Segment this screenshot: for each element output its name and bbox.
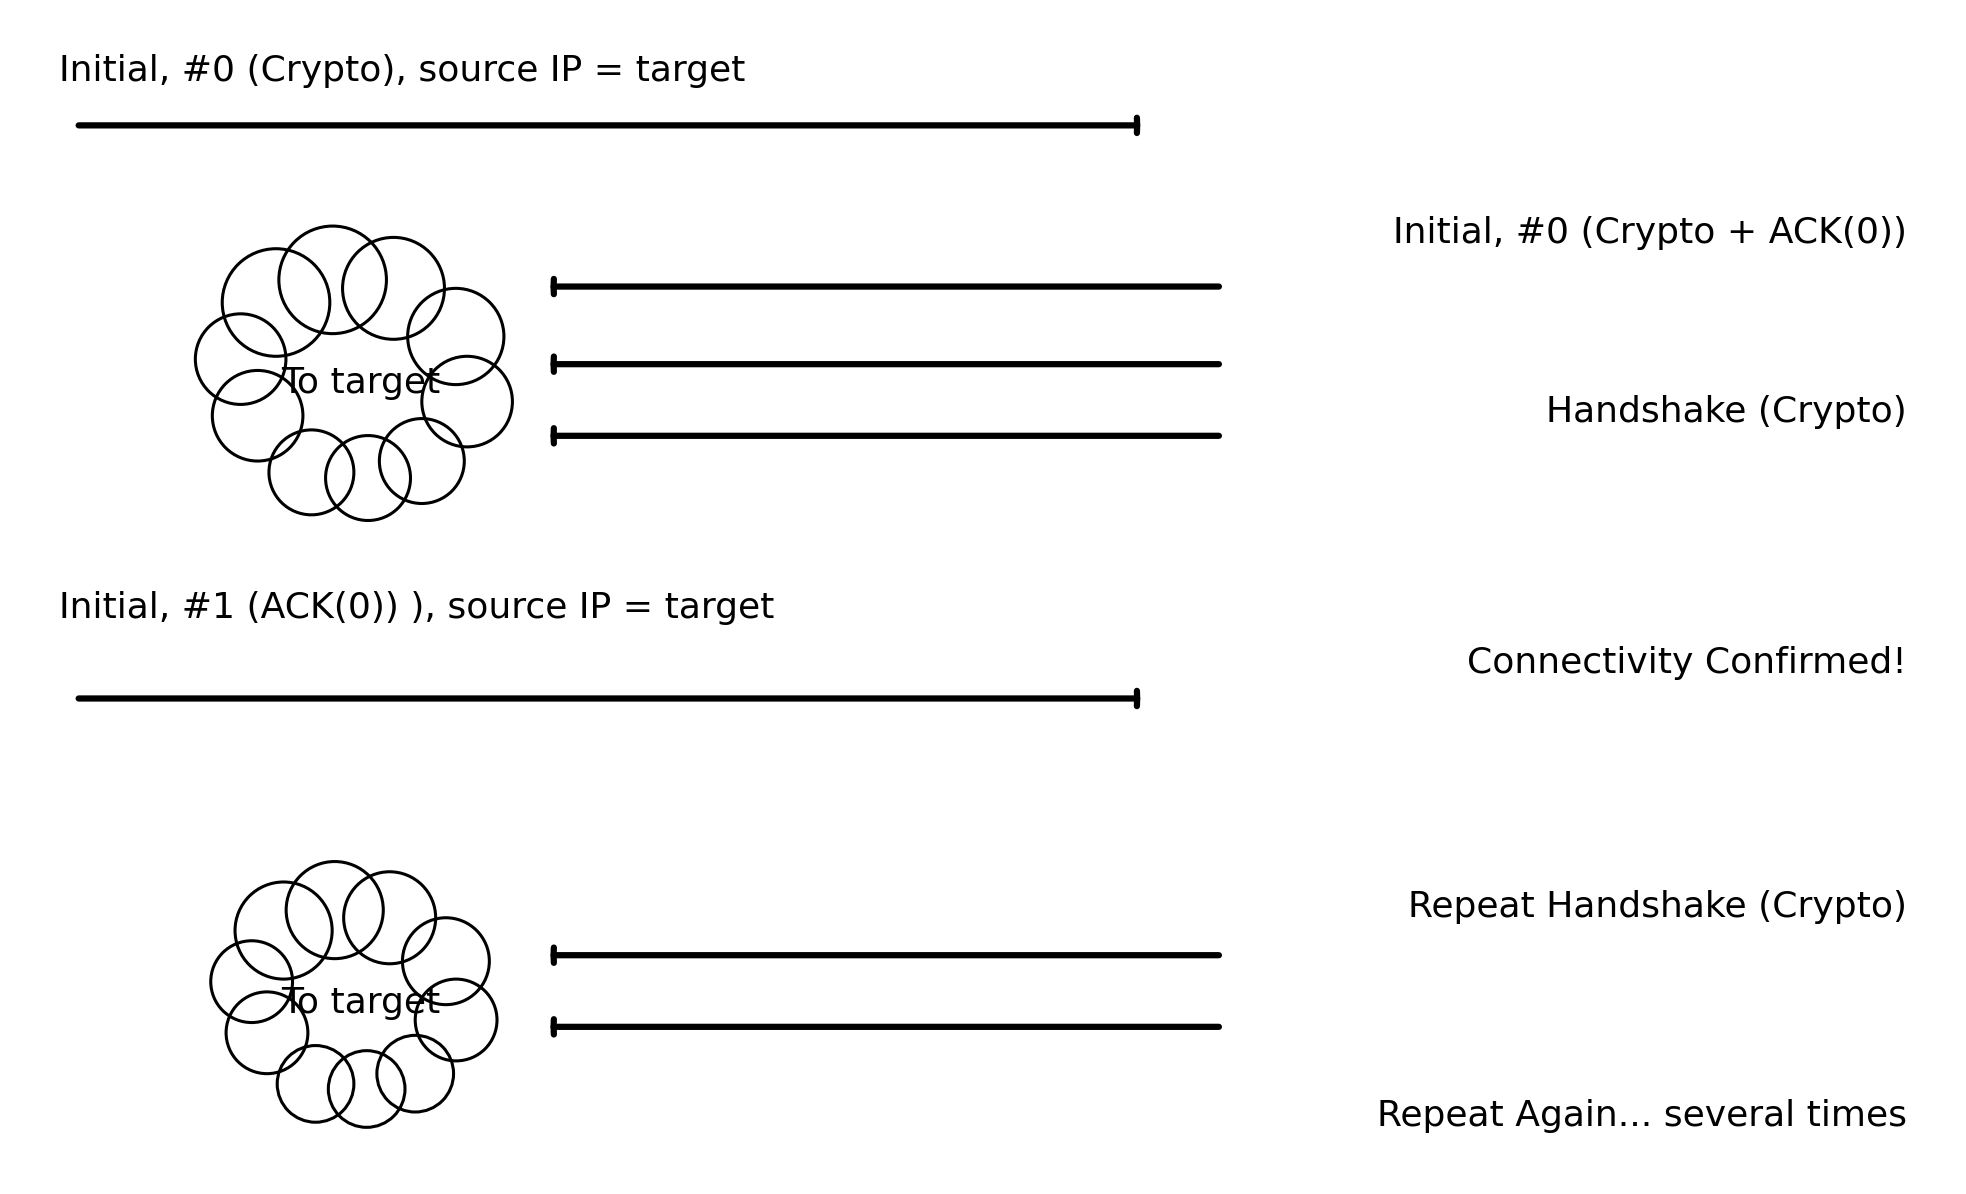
- Ellipse shape: [326, 436, 411, 521]
- Text: Initial, #1 (ACK(0)) ), source IP = target: Initial, #1 (ACK(0)) ), source IP = targ…: [59, 591, 775, 624]
- Ellipse shape: [407, 288, 503, 384]
- Text: Initial, #0 (Crypto), source IP = target: Initial, #0 (Crypto), source IP = target: [59, 54, 745, 87]
- Ellipse shape: [222, 248, 330, 356]
- Ellipse shape: [328, 1051, 405, 1127]
- Text: Connectivity Confirmed!: Connectivity Confirmed!: [1467, 646, 1907, 679]
- Ellipse shape: [344, 872, 436, 964]
- Ellipse shape: [403, 918, 490, 1004]
- Ellipse shape: [415, 979, 497, 1061]
- Ellipse shape: [210, 941, 293, 1022]
- Ellipse shape: [423, 356, 513, 447]
- Text: Repeat Again... several times: Repeat Again... several times: [1376, 1100, 1907, 1133]
- Ellipse shape: [279, 226, 387, 333]
- Ellipse shape: [277, 1046, 354, 1122]
- Ellipse shape: [226, 992, 309, 1073]
- Ellipse shape: [342, 238, 444, 339]
- Ellipse shape: [287, 862, 383, 959]
- Ellipse shape: [238, 901, 468, 1093]
- Ellipse shape: [379, 419, 464, 504]
- Ellipse shape: [195, 314, 285, 405]
- Ellipse shape: [377, 1035, 454, 1112]
- Text: To target: To target: [281, 367, 440, 400]
- Text: Initial, #0 (Crypto + ACK(0)): Initial, #0 (Crypto + ACK(0)): [1394, 216, 1907, 250]
- Ellipse shape: [236, 882, 332, 979]
- Text: Repeat Handshake (Crypto): Repeat Handshake (Crypto): [1408, 891, 1907, 924]
- Text: Handshake (Crypto): Handshake (Crypto): [1547, 395, 1907, 429]
- Text: To target: To target: [281, 986, 440, 1021]
- Ellipse shape: [212, 370, 303, 461]
- Ellipse shape: [269, 430, 354, 515]
- Ellipse shape: [226, 270, 482, 482]
